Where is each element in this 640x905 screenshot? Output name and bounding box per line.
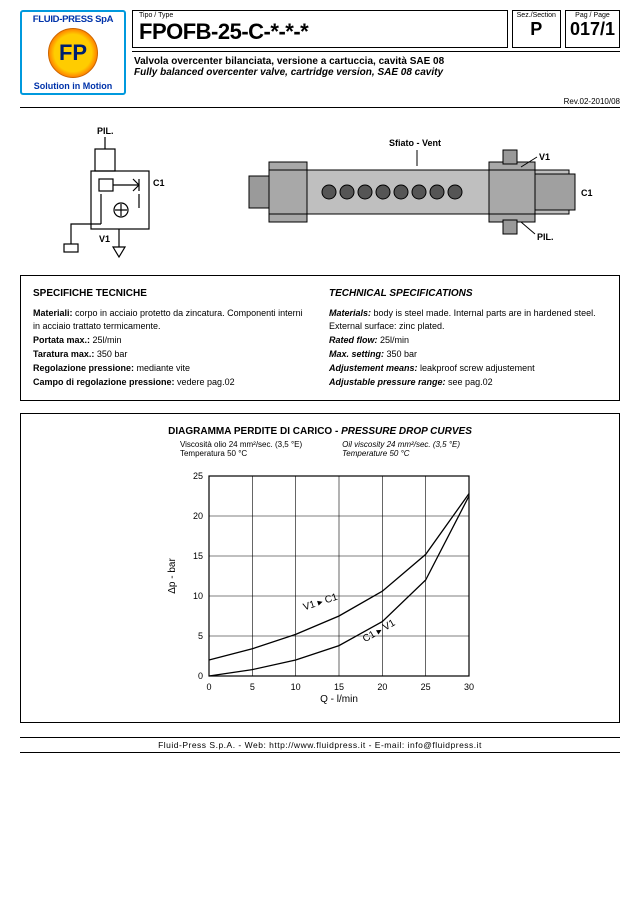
spec-key: Adjustable pressure range: bbox=[329, 377, 446, 387]
hydraulic-schematic: PIL. C1 V1 bbox=[41, 124, 196, 259]
svg-text:5: 5 bbox=[198, 631, 203, 641]
spec-val: see pag.02 bbox=[446, 377, 493, 387]
section-box: Sez./Section P bbox=[512, 10, 561, 48]
chart-conditions: Viscosità olio 24 mm²/sec. (3,5 °E) Temp… bbox=[39, 440, 601, 458]
specs-en: TECHNICAL SPECIFICATIONS Materials: body… bbox=[329, 286, 607, 390]
spec-val: 25l/min bbox=[378, 335, 410, 345]
svg-text:C1 ▸ V1: C1 ▸ V1 bbox=[361, 618, 398, 646]
spec-key: Materiali: bbox=[33, 308, 73, 318]
svg-text:20: 20 bbox=[377, 682, 387, 692]
svg-text:10: 10 bbox=[193, 591, 203, 601]
svg-text:V1: V1 bbox=[539, 152, 550, 162]
footer: Fluid-Press S.p.A. - Web: http://www.flu… bbox=[20, 737, 620, 753]
revision: Rev.02-2010/08 bbox=[20, 97, 620, 108]
specs-box: SPECIFICHE TECNICHE Materiali: corpo in … bbox=[20, 275, 620, 401]
svg-text:C1: C1 bbox=[153, 178, 165, 188]
spec-key: Regolazione pressione: bbox=[33, 363, 134, 373]
logo-badge: FP bbox=[48, 28, 98, 78]
type-box: Tipo / Type FPOFB-25-C-*-*-* bbox=[132, 10, 508, 48]
valve-cutaway: Sfiato - Vent V1 C1 PIL. bbox=[239, 132, 599, 252]
svg-text:Q - l/min: Q - l/min bbox=[320, 694, 358, 705]
svg-text:V1: V1 bbox=[99, 234, 110, 244]
page-label: Pag / Page bbox=[570, 12, 615, 19]
svg-text:25: 25 bbox=[193, 471, 203, 481]
spec-row: Max. setting: 350 bar bbox=[329, 348, 607, 362]
page-header: FLUID-PRESS SpA FP Solution in Motion Ti… bbox=[20, 10, 620, 95]
spec-val: corpo in acciaio protetto da zincatura. … bbox=[33, 308, 303, 332]
description-en: Fully balanced overcenter valve, cartrid… bbox=[134, 67, 618, 78]
spec-val: 25l/min bbox=[90, 335, 122, 345]
chart-title: DIAGRAMMA PERDITE DI CARICO - PRESSURE D… bbox=[39, 426, 601, 437]
spec-row: Regolazione pressione: mediante vite bbox=[33, 362, 311, 376]
section-value: P bbox=[517, 19, 556, 40]
pressure-drop-chart: 0 5 10 15 20 25 30 0 5 10 15 20 25 V1 ▸ C1 C1 ▸ V1 Q - … bbox=[161, 468, 479, 706]
svg-text:V1 ▸ C1: V1 ▸ C1 bbox=[302, 592, 340, 614]
specs-it-rows: Materiali: corpo in acciaio protetto da … bbox=[33, 307, 311, 391]
svg-text:15: 15 bbox=[193, 551, 203, 561]
pressure-drop-chart-box: DIAGRAMMA PERDITE DI CARICO - PRESSURE D… bbox=[20, 413, 620, 723]
section-label: Sez./Section bbox=[517, 12, 556, 19]
svg-text:15: 15 bbox=[334, 682, 344, 692]
svg-text:PIL.: PIL. bbox=[97, 126, 114, 136]
logo: FLUID-PRESS SpA FP Solution in Motion bbox=[20, 10, 126, 95]
svg-text:30: 30 bbox=[464, 682, 474, 692]
svg-text:20: 20 bbox=[193, 511, 203, 521]
cond-en-visc: Oil viscosity 24 mm²/sec. (3,5 °E) bbox=[342, 440, 460, 449]
company-name: FLUID-PRESS SpA bbox=[26, 14, 120, 25]
diagrams-row: PIL. C1 V1 bbox=[20, 114, 620, 275]
spec-row: Portata max.: 25l/min bbox=[33, 334, 311, 348]
spec-row: Adjustement means: leakproof screw adjus… bbox=[329, 362, 607, 376]
spec-val: 350 bar bbox=[384, 349, 417, 359]
spec-key: Rated flow: bbox=[329, 335, 378, 345]
svg-text:25: 25 bbox=[421, 682, 431, 692]
page-box: Pag / Page 017/1 bbox=[565, 10, 620, 48]
tagline: Solution in Motion bbox=[26, 81, 120, 91]
cond-it-temp: Temperatura 50 °C bbox=[180, 449, 302, 458]
svg-text:PIL.: PIL. bbox=[537, 232, 554, 242]
svg-text:0: 0 bbox=[206, 682, 211, 692]
spec-row: Taratura max.: 350 bar bbox=[33, 348, 311, 362]
svg-text:C1: C1 bbox=[581, 188, 593, 198]
spec-val: vedere pag.02 bbox=[175, 377, 235, 387]
svg-text:0: 0 bbox=[198, 671, 203, 681]
svg-text:5: 5 bbox=[250, 682, 255, 692]
spec-row: Materials: body is steel made. Internal … bbox=[329, 307, 607, 335]
spec-val: leakproof screw adjustement bbox=[418, 363, 535, 373]
spec-key: Max. setting: bbox=[329, 349, 384, 359]
spec-val: mediante vite bbox=[134, 363, 190, 373]
chart-title-en: PRESSURE DROP CURVES bbox=[341, 426, 472, 437]
spec-key: Adjustement means: bbox=[329, 363, 418, 373]
type-value: FPOFB-25-C-*-*-* bbox=[139, 19, 501, 45]
spec-key: Campo di regolazione pressione: bbox=[33, 377, 175, 387]
specs-it: SPECIFICHE TECNICHE Materiali: corpo in … bbox=[33, 286, 311, 390]
cond-en-temp: Temperature 50 °C bbox=[342, 449, 460, 458]
specs-en-rows: Materials: body is steel made. Internal … bbox=[329, 307, 607, 391]
spec-row: Adjustable pressure range: see pag.02 bbox=[329, 376, 607, 390]
page-value: 017/1 bbox=[570, 19, 615, 40]
spec-key: Materials: bbox=[329, 308, 371, 318]
description: Valvola overcenter bilanciata, versione … bbox=[132, 51, 620, 82]
chart-title-it: DIAGRAMMA PERDITE DI CARICO bbox=[168, 426, 332, 437]
description-it: Valvola overcenter bilanciata, versione … bbox=[134, 56, 618, 67]
specs-it-title: SPECIFICHE TECNICHE bbox=[33, 286, 311, 302]
cond-it-visc: Viscosità olio 24 mm²/sec. (3,5 °E) bbox=[180, 440, 302, 449]
spec-key: Taratura max.: bbox=[33, 349, 94, 359]
specs-en-title: TECHNICAL SPECIFICATIONS bbox=[329, 286, 607, 302]
svg-text:Δp - bar: Δp - bar bbox=[167, 558, 178, 594]
spec-val: 350 bar bbox=[94, 349, 127, 359]
spec-key: Portata max.: bbox=[33, 335, 90, 345]
spec-row: Campo di regolazione pressione: vedere p… bbox=[33, 376, 311, 390]
spec-row: Rated flow: 25l/min bbox=[329, 334, 607, 348]
svg-text:10: 10 bbox=[291, 682, 301, 692]
type-label: Tipo / Type bbox=[139, 12, 501, 19]
svg-text:Sfiato - Vent: Sfiato - Vent bbox=[389, 138, 441, 148]
spec-row: Materiali: corpo in acciaio protetto da … bbox=[33, 307, 311, 335]
